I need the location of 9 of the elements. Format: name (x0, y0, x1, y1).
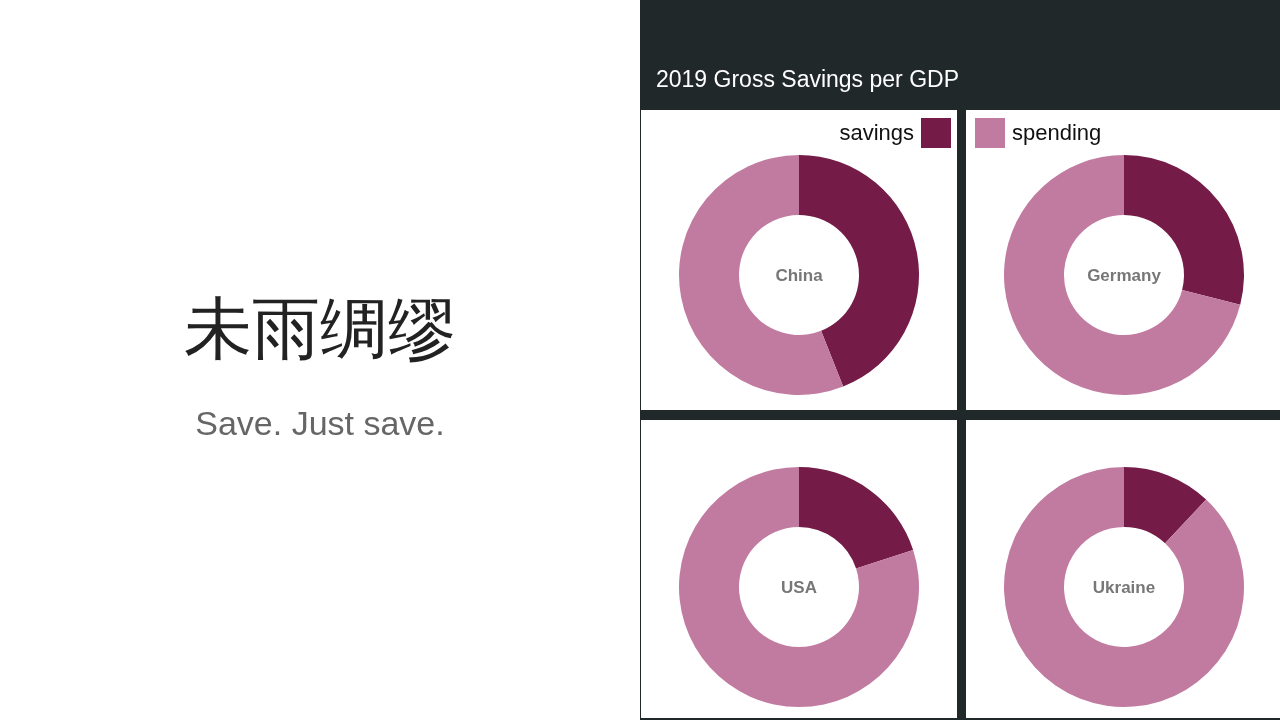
text: China (775, 266, 824, 285)
text: 2019 Gross Savings per GDP (656, 66, 959, 92)
text: USA (781, 578, 817, 597)
text: Germany (1087, 266, 1162, 285)
text: Save. Just save. (195, 404, 445, 442)
text: 未雨绸缪 (184, 289, 456, 368)
slice-label: savings (839, 120, 914, 145)
legend-label: spending (1012, 120, 1102, 145)
text: Ukraine (1092, 578, 1156, 597)
